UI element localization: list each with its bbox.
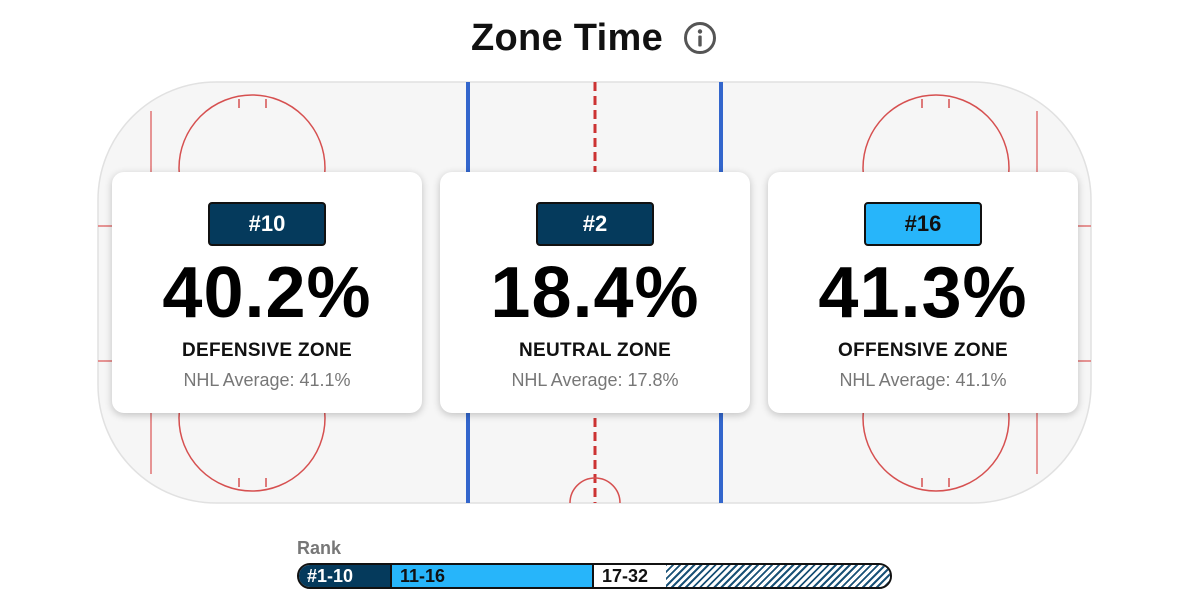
defensive-zone-card: #10 40.2% DEFENSIVE ZONE NHL Average: 41…	[112, 172, 422, 413]
nhl-average: NHL Average: 41.1%	[839, 370, 1007, 390]
rank-badge: #2	[536, 202, 654, 246]
nhl-average: NHL Average: 17.8%	[511, 370, 679, 390]
zone-name: OFFENSIVE ZONE	[838, 340, 1008, 361]
rank-segment-top: #1-10	[299, 565, 392, 587]
rank-legend-title: Rank	[297, 538, 342, 558]
rank-segment-low: 17-32	[594, 565, 666, 587]
zone-name: DEFENSIVE ZONE	[182, 340, 352, 361]
zone-name: NEUTRAL ZONE	[518, 340, 672, 361]
page-title: Zone Time	[470, 16, 664, 59]
zone-percentage: 40.2%	[162, 253, 372, 333]
nhl-average: NHL Average: 41.1%	[183, 370, 351, 390]
rank-segment-hatched	[666, 565, 890, 587]
offensive-zone-card: #16 41.3% OFFENSIVE ZONE NHL Average: 41…	[768, 172, 1078, 413]
center-faceoff-circle	[569, 477, 621, 504]
rank-legend-bar: #1-10 11-16 17-32	[297, 563, 892, 589]
info-icon[interactable]	[683, 21, 717, 55]
zone-percentage: 41.3%	[818, 253, 1028, 333]
neutral-zone-card: #2 18.4% NEUTRAL ZONE NHL Average: 17.8%	[440, 172, 750, 413]
title-row: Zone Time	[0, 14, 1188, 62]
rank-badge: #16	[864, 202, 982, 246]
rank-badge: #10	[208, 202, 326, 246]
zone-percentage: 18.4%	[490, 253, 700, 333]
rank-segment-mid: 11-16	[392, 565, 594, 587]
